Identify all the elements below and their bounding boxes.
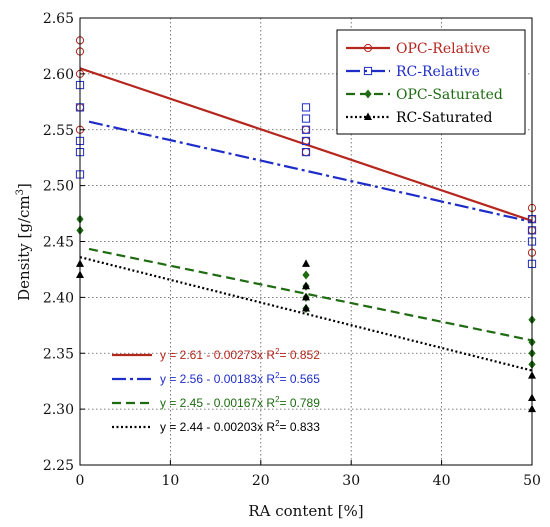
legend-label-rc-saturated: RC-Saturated	[396, 110, 493, 126]
point-rc-relative-6	[301, 114, 311, 123]
eq-r2-value-opc-relative: = 0.852	[280, 348, 321, 362]
point-rc-relative-5	[301, 103, 311, 112]
x-axis-title: RA content [%]	[248, 502, 363, 520]
y-tick-labels: 2.25 2.30 2.35 2.40 2.45 2.50 2.55 2.60 2.65	[43, 11, 85, 474]
x-tick-label-50: 50	[523, 473, 541, 489]
y-axis-title-close: ]	[15, 183, 33, 189]
legend-marker-rc-saturated	[364, 112, 372, 120]
y-tick-label-2.35: 2.35	[43, 346, 74, 362]
point-rc-saturated-5	[302, 304, 310, 312]
point-rc-saturated-2	[302, 259, 310, 267]
eq-text-rc-saturated: y = 2.44 - 0.00203x R2= 0.833	[160, 419, 320, 434]
y-tick-label-2.55: 2.55	[43, 123, 74, 139]
eq-r-sup-opc-saturated: 2	[275, 395, 280, 404]
y-tick-label-2.25: 2.25	[43, 458, 74, 474]
y-axis-title-main: Density [g/cm	[15, 195, 33, 300]
x-tick-label-10: 10	[161, 473, 179, 489]
eq-r-opc-relative: R	[266, 348, 275, 362]
legend-label-opc-saturated: OPC-Saturated	[396, 87, 503, 103]
eq-r-rc-relative: R	[266, 372, 275, 386]
x-tick-labels: 0 10 20 30 40 50	[76, 460, 541, 489]
y-tick-label-2.65: 2.65	[43, 11, 74, 27]
eq-formula-rc-saturated: y = 2.44 - 0.00203x	[160, 420, 266, 434]
y-axis-title: Density [g/cm3]	[15, 183, 33, 301]
point-opc-saturated-2	[302, 270, 310, 280]
fit-line-rc-saturated	[79, 256, 533, 372]
x-tick-label-30: 30	[342, 473, 360, 489]
legend-marker-rc-relative	[363, 66, 373, 76]
point-rc-relative-8	[301, 136, 311, 146]
legend-label-opc-relative: OPC-Relative	[396, 41, 490, 57]
eq-r-sup-rc-relative: 2	[275, 371, 280, 380]
eq-formula-rc-relative: y = 2.56 - 0.00183x	[160, 372, 266, 386]
legend: OPC-Relative RC-Relative OPC-Saturated RC-S…	[336, 29, 526, 135]
point-opc-relative-8	[301, 148, 311, 157]
x-tick-label-40: 40	[433, 473, 451, 489]
eq-r2-value-opc-saturated: = 0.789	[280, 396, 321, 410]
y-tick-label-2.3: 2.30	[43, 402, 74, 418]
legend-marker-opc-relative	[363, 43, 373, 53]
eq-r2-value-rc-relative: = 0.565	[280, 372, 321, 386]
eq-formula-opc-saturated: y = 2.45 - 0.00167x	[160, 396, 266, 410]
legend-marker-opc-saturated	[364, 89, 372, 99]
fit-line-opc-saturated	[88, 247, 533, 342]
x-tick-label-20: 20	[252, 473, 270, 489]
y-axis-title-sup: 3	[15, 189, 26, 195]
eq-text-opc-relative: y = 2.61 - 0.00273x R2= 0.852	[160, 347, 320, 362]
eq-r-opc-saturated: R	[266, 396, 275, 410]
point-rc-relative-9	[301, 148, 311, 157]
x-tick-label-0: 0	[76, 473, 85, 489]
y-tick-label-2.45: 2.45	[43, 235, 74, 251]
y-tick-label-2.6: 2.60	[43, 67, 74, 83]
eq-r-sup-rc-saturated: 2	[275, 419, 280, 428]
eq-text-opc-saturated: y = 2.45 - 0.00167x R2= 0.789	[160, 395, 320, 410]
point-rc-relative-7	[301, 125, 311, 134]
point-rc-saturated-4	[302, 292, 310, 301]
y-tick-label-2.4: 2.40	[43, 290, 74, 306]
eq-r2-value-rc-saturated: = 0.833	[280, 420, 321, 434]
y-tick-label-2.5: 2.50	[43, 179, 74, 195]
eq-text-rc-relative: y = 2.56 - 0.00183x R2= 0.565	[160, 371, 320, 386]
eq-r-sup-opc-relative: 2	[275, 347, 280, 356]
eq-r-rc-saturated: R	[266, 420, 275, 434]
point-rc-saturated-3	[302, 281, 310, 290]
eq-formula-opc-relative: y = 2.61 - 0.00273x	[160, 348, 266, 362]
fit-line-rc-relative	[88, 120, 533, 224]
legend-label-rc-relative: RC-Relative	[396, 64, 480, 80]
